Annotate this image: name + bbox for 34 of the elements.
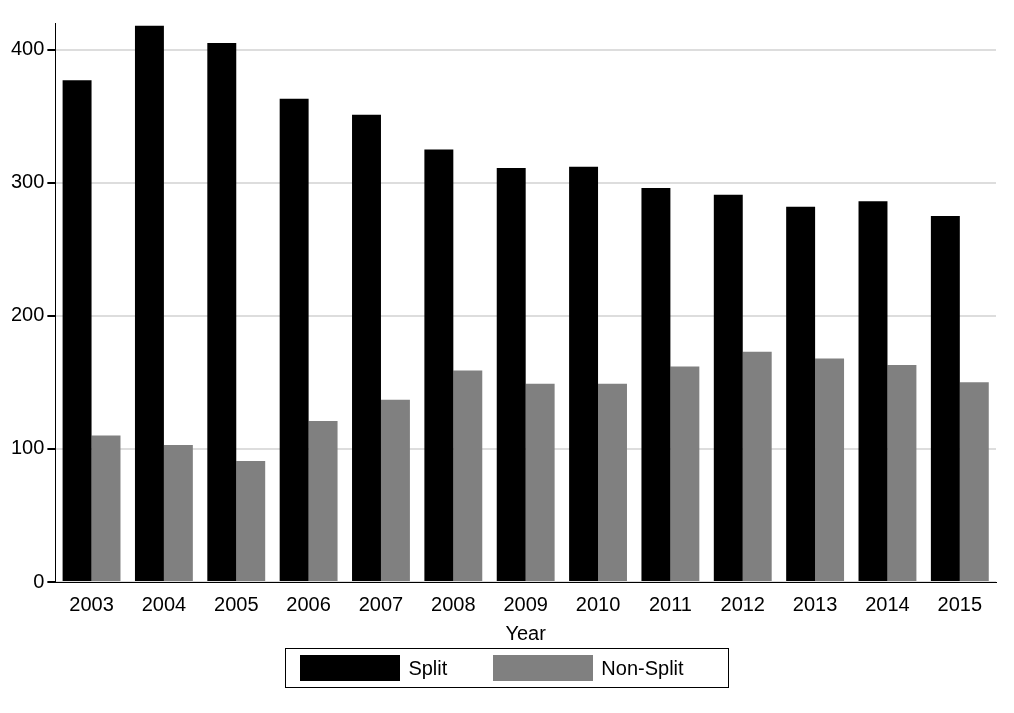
x-tick-label: 2005: [214, 592, 259, 615]
bar: [380, 399, 410, 581]
x-tick-label: 2014: [865, 592, 910, 615]
y-tick-label: 400: [10, 37, 45, 60]
x-tick-label: 2007: [358, 592, 404, 615]
bar: [163, 444, 193, 581]
x-tick-label: 2003: [69, 592, 114, 615]
x-tick-label: 2013: [792, 592, 838, 615]
bar: [959, 382, 989, 581]
y-tick-label: 200: [10, 303, 45, 326]
bar: [236, 460, 266, 581]
bar: [742, 351, 772, 581]
bar: [453, 370, 483, 581]
x-tick-label: 2012: [720, 592, 765, 615]
y-tick-label: 300: [10, 170, 45, 193]
bar: [91, 435, 121, 581]
bar: [887, 365, 917, 581]
x-tick-label: 2011: [648, 592, 692, 615]
x-tick-label: 2009: [503, 592, 548, 615]
x-tick-label: 2008: [431, 592, 476, 615]
x-tick-label: 2004: [141, 592, 187, 615]
legend-label: Split: [408, 656, 448, 680]
bar: [525, 383, 555, 581]
x-tick-label: 2015: [937, 592, 983, 615]
bar: [598, 383, 627, 581]
bar: [815, 358, 845, 581]
y-tick-label: 100: [10, 436, 45, 459]
x-axis-title: Year: [505, 621, 547, 644]
bar: [308, 420, 338, 581]
bar: [670, 366, 700, 581]
y-tick-label: 0: [33, 569, 45, 592]
legend-label: Non-Split: [601, 656, 684, 680]
x-tick-label: 2006: [286, 592, 331, 615]
x-tick-label: 2010: [575, 592, 621, 615]
